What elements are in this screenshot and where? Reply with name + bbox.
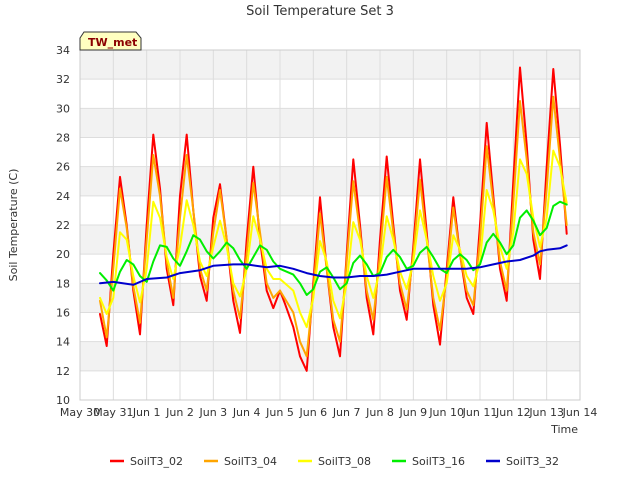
series-line-soilt3-32 <box>99 244 568 286</box>
y-tick-label: 14 <box>56 336 70 349</box>
x-tick-label: Jun 1 <box>132 406 161 419</box>
x-tick-label: Jun 13 <box>528 406 564 419</box>
y-tick-label: 10 <box>56 394 70 407</box>
x-tick-label: Jun 7 <box>332 406 361 419</box>
plot-band <box>80 50 580 80</box>
legend-label: SoilT3_02 <box>130 455 183 468</box>
plot-band <box>80 166 580 196</box>
legend-label: SoilT3_08 <box>318 455 371 468</box>
plot-band <box>80 370 580 400</box>
x-tick-label: Jun 3 <box>198 406 227 419</box>
y-tick-label: 26 <box>56 161 70 174</box>
x-tick-label: Jun 10 <box>428 406 464 419</box>
y-tick-label: 20 <box>56 248 70 261</box>
x-tick-label: Jun 8 <box>365 406 394 419</box>
station-badge-shape <box>79 31 142 51</box>
plot-band <box>80 195 580 225</box>
series-lines <box>99 66 568 372</box>
series-line-soilt3-16 <box>99 200 568 296</box>
x-tick-label: Jun 6 <box>298 406 327 419</box>
plot-band <box>80 341 580 371</box>
legend-label: SoilT3_04 <box>224 455 277 468</box>
series-line-soilt3-04 <box>99 95 568 358</box>
legend: SoilT3_02 SoilT3_04 SoilT3_08 SoilT3_16 Soil… <box>110 455 559 468</box>
grid-lines <box>79 49 581 401</box>
legend-label: SoilT3_16 <box>412 455 465 468</box>
station-badge-label: TW_met <box>88 36 137 49</box>
x-tick-label: Jun 11 <box>462 406 498 419</box>
y-axis-label: Soil Temperature (C) <box>7 169 20 282</box>
x-tick-label: Jun 2 <box>165 406 194 419</box>
y-tick-label: 22 <box>56 219 70 232</box>
x-tick-label: Jun 9 <box>398 406 427 419</box>
x-tick-label: May 31 <box>93 406 133 419</box>
x-tick-label: Jun 14 <box>562 406 598 419</box>
station-badge: TW_met <box>79 31 142 51</box>
legend-label: SoilT3_32 <box>506 455 559 468</box>
plot-band <box>80 137 580 167</box>
y-tick-label: 24 <box>56 190 70 203</box>
x-axis-label: Time <box>550 423 578 436</box>
x-tick-label: Jun 4 <box>232 406 261 419</box>
chart-title: Soil Temperature Set 3 <box>246 4 394 19</box>
plot-frame <box>79 49 581 401</box>
y-tick-labels: 10 12 14 16 18 20 22 24 26 28 30 32 34 <box>56 44 70 407</box>
y-tick-label: 32 <box>56 73 70 86</box>
plot-band <box>80 108 580 138</box>
y-tick-label: 30 <box>56 102 70 115</box>
series-line-soilt3-02 <box>99 66 568 372</box>
y-tick-label: 34 <box>56 44 70 57</box>
y-tick-label: 12 <box>56 365 70 378</box>
plot-band <box>80 312 580 342</box>
y-tick-label: 18 <box>56 277 70 290</box>
plot-band <box>80 79 580 109</box>
x-tick-label: Jun 12 <box>495 406 531 419</box>
x-tick-label: May 30 <box>60 406 100 419</box>
x-tick-label: Jun 5 <box>265 406 294 419</box>
y-tick-label: 28 <box>56 132 70 145</box>
y-tick-label: 16 <box>56 307 70 320</box>
